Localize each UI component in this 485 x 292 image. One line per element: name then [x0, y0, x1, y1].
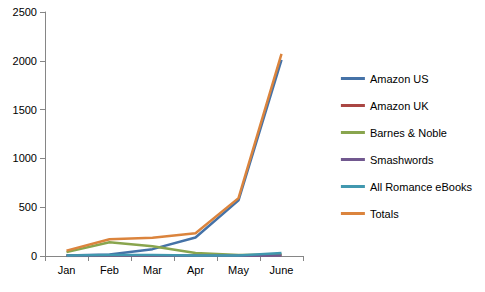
svg-text:Amazon UK: Amazon UK: [370, 100, 429, 112]
svg-text:Feb: Feb: [100, 264, 119, 276]
svg-text:Totals: Totals: [370, 208, 399, 220]
svg-text:Jan: Jan: [58, 264, 76, 276]
svg-text:Mar: Mar: [143, 264, 162, 276]
svg-text:All Romance eBooks: All Romance eBooks: [370, 181, 473, 193]
svg-text:500: 500: [19, 201, 37, 213]
svg-text:Amazon US: Amazon US: [370, 73, 429, 85]
svg-text:2000: 2000: [13, 55, 37, 67]
svg-text:Barnes & Noble: Barnes & Noble: [370, 127, 447, 139]
svg-text:1500: 1500: [13, 104, 37, 116]
svg-text:May: May: [228, 264, 249, 276]
svg-text:2500: 2500: [13, 6, 37, 18]
svg-text:1000: 1000: [13, 152, 37, 164]
svg-text:June: June: [270, 264, 294, 276]
svg-text:Smashwords: Smashwords: [370, 154, 434, 166]
svg-text:Apr: Apr: [187, 264, 204, 276]
svg-text:0: 0: [31, 250, 37, 262]
